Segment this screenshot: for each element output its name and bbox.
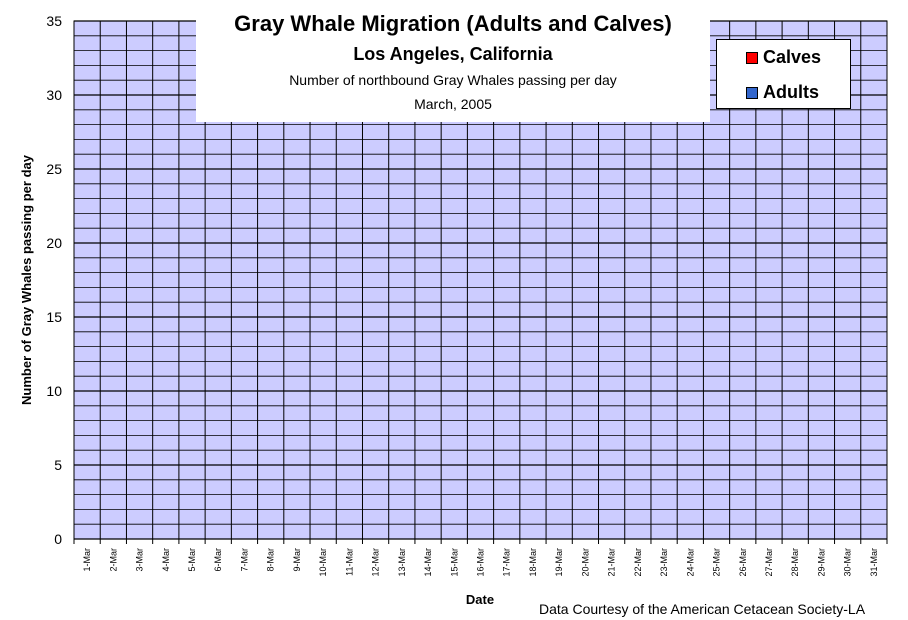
x-tick-label: 5-Mar xyxy=(187,548,197,572)
x-tick-label: 9-Mar xyxy=(292,548,302,572)
x-tick-label: 3-Mar xyxy=(135,548,145,572)
x-tick-label: 30-Mar xyxy=(843,548,853,577)
x-tick-label: 14-Mar xyxy=(423,548,433,577)
x-tick-label: 13-Mar xyxy=(397,548,407,577)
y-tick-label: 30 xyxy=(46,87,62,103)
y-tick-label: 0 xyxy=(54,531,62,547)
x-tick-label: 7-Mar xyxy=(239,548,249,572)
x-tick-label: 16-Mar xyxy=(476,548,486,577)
x-tick-label: 28-Mar xyxy=(790,548,800,577)
x-tick-label: 29-Mar xyxy=(816,548,826,577)
x-tick-label: 12-Mar xyxy=(371,548,381,577)
y-tick-labels: 0 5 10 15 20 25 30 35 xyxy=(46,13,62,547)
x-tick-label: 11-Mar xyxy=(344,548,354,576)
x-tick-label: 22-Mar xyxy=(633,548,643,577)
y-tick-label: 20 xyxy=(46,235,62,251)
x-tick-label: 24-Mar xyxy=(685,548,695,577)
legend-swatch-calves xyxy=(746,51,758,64)
legend-item-adults: Adults xyxy=(746,82,819,103)
x-tick-label: 20-Mar xyxy=(580,548,590,577)
x-tick-labels: 1-Mar 2-Mar 3-Mar 4-Mar 5-Mar 6-Mar 7-Mar 8-Mar… xyxy=(82,548,879,577)
chart-subtitle-date: March, 2005 xyxy=(414,96,492,112)
y-tick-label: 35 xyxy=(46,13,62,29)
x-tick-label: 10-Mar xyxy=(318,548,328,577)
y-tick-label: 5 xyxy=(54,457,62,473)
chart-subtitle: Los Angeles, California xyxy=(353,44,553,64)
legend-swatch-adults xyxy=(746,86,758,99)
x-tick-label: 23-Mar xyxy=(659,548,669,577)
x-tick-label: 25-Mar xyxy=(712,548,722,577)
chart-subtitle-description: Number of northbound Gray Whales passing… xyxy=(289,72,617,88)
legend-item-calves: Calves xyxy=(746,47,821,68)
x-tick-label: 8-Mar xyxy=(266,548,276,572)
data-credit: Data Courtesy of the American Cetacean S… xyxy=(539,601,866,617)
x-axis-label: Date xyxy=(466,592,494,607)
x-tick-label: 17-Mar xyxy=(502,548,512,577)
y-tick-label: 10 xyxy=(46,383,62,399)
legend-label-calves: Calves xyxy=(763,47,822,67)
legend: Calves Adults xyxy=(716,39,851,109)
legend-label-adults: Adults xyxy=(763,82,819,102)
y-tick-label: 15 xyxy=(46,309,62,325)
x-tick-label: 21-Mar xyxy=(607,548,617,577)
x-tick-label: 27-Mar xyxy=(764,548,774,577)
title-box: Gray Whale Migration (Adults and Calves)… xyxy=(196,6,710,122)
chart-title: Gray Whale Migration (Adults and Calves) xyxy=(234,11,672,36)
x-tick-label: 1-Mar xyxy=(82,548,92,572)
y-tick-label: 25 xyxy=(46,161,62,177)
x-tick-label: 31-Mar xyxy=(869,548,879,577)
x-tick-label: 4-Mar xyxy=(161,548,171,572)
x-tick-label: 19-Mar xyxy=(554,548,564,577)
x-tick-label: 18-Mar xyxy=(528,548,538,577)
x-tick-label: 15-Mar xyxy=(449,548,459,577)
y-axis-label: Number of Gray Whales passing per day xyxy=(19,154,34,405)
x-tick-label: 2-Mar xyxy=(108,548,118,572)
x-tick-label: 6-Mar xyxy=(213,548,223,572)
x-tick-label: 26-Mar xyxy=(738,548,748,577)
